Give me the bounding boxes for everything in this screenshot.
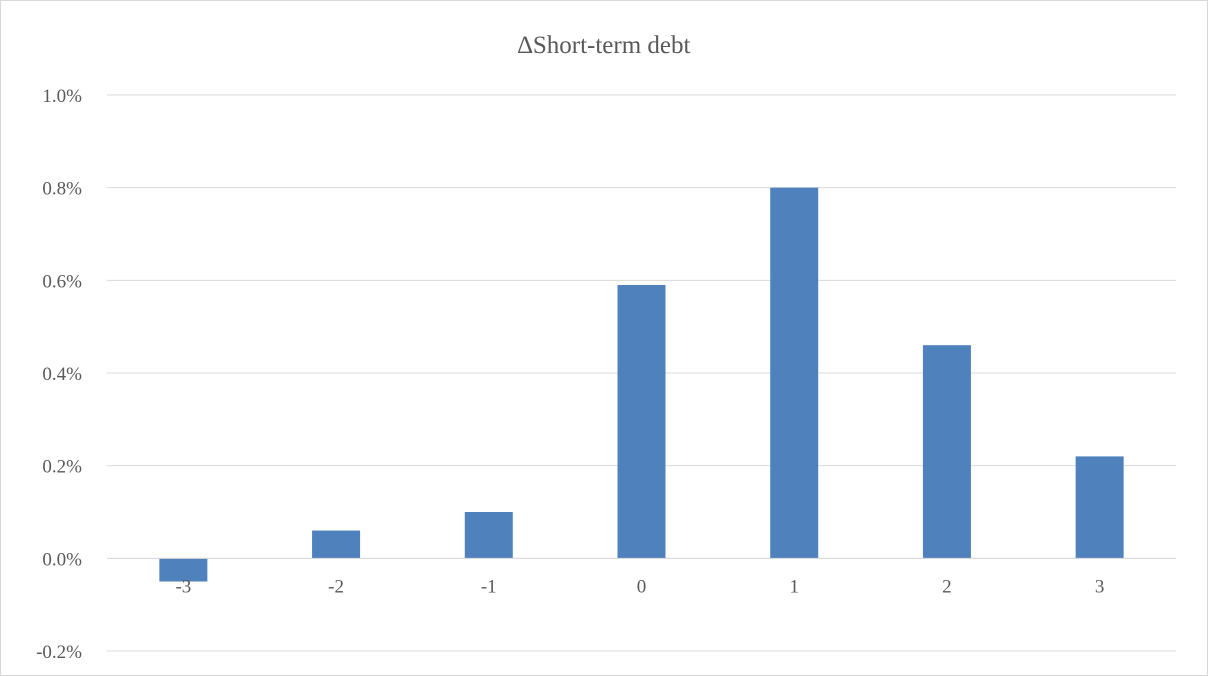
x-tick-label: 3 — [1095, 576, 1105, 597]
x-tick-label: -1 — [481, 576, 497, 597]
x-tick-label: -3 — [175, 576, 191, 597]
y-tick-label: 1.0% — [42, 86, 82, 107]
y-tick-label: 0.4% — [42, 364, 82, 385]
bars — [159, 187, 1124, 582]
x-tick-label: 0 — [637, 576, 647, 597]
bar — [922, 345, 971, 559]
bar — [159, 558, 208, 582]
y-tick-label: 0.8% — [42, 179, 82, 200]
chart-title: ∆Short-term debt — [518, 32, 691, 59]
y-tick-label: 0.0% — [42, 549, 82, 570]
bar — [312, 530, 361, 559]
x-tick-label: 1 — [789, 576, 799, 597]
bar — [464, 512, 513, 559]
x-axis-ticks: -3 -2 -1 0 1 2 3 — [175, 576, 1104, 597]
bar — [1075, 456, 1124, 559]
bar — [617, 284, 666, 559]
y-tick-label: 0.6% — [42, 271, 82, 292]
x-tick-label: 2 — [942, 576, 952, 597]
y-tick-label: 0.2% — [42, 457, 82, 478]
x-tick-label: -2 — [328, 576, 344, 597]
bar — [770, 187, 819, 559]
y-axis-ticks: -0.2% 0.0% 0.2% 0.4% 0.6% 0.8% 1.0% — [36, 86, 82, 663]
y-tick-label: -0.2% — [36, 642, 82, 663]
